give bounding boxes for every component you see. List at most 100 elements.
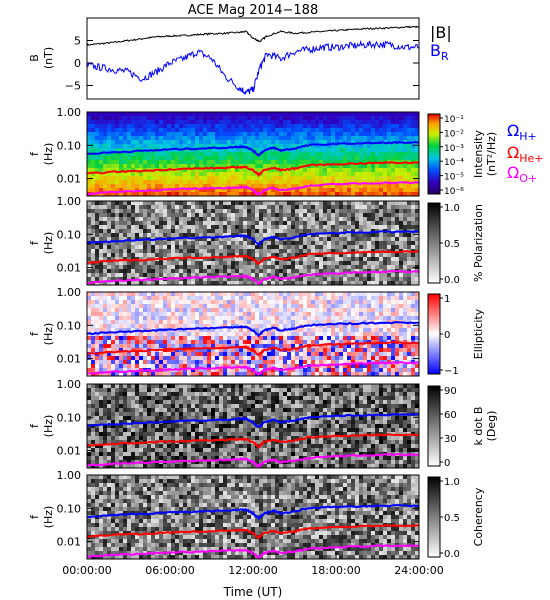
texture-cell <box>215 184 220 189</box>
texture-cell <box>363 116 368 121</box>
texture-cell <box>127 340 132 345</box>
texture-cell <box>167 213 172 218</box>
texture-cell <box>295 156 300 161</box>
texture-cell <box>231 152 236 157</box>
texture-cell <box>175 304 180 309</box>
texture-cell <box>159 316 164 321</box>
texture-cell <box>271 136 276 141</box>
texture-cell <box>215 164 220 169</box>
texture-cell <box>183 265 188 270</box>
texture-cell <box>403 253 408 258</box>
texture-cell <box>291 188 296 193</box>
texture-cell <box>231 112 236 117</box>
texture-cell <box>255 136 260 141</box>
texture-cell <box>103 152 108 157</box>
texture-cell <box>183 308 188 313</box>
texture-cell <box>287 176 292 181</box>
texture-cell <box>251 120 256 125</box>
texture-cell <box>271 132 276 137</box>
texture-cell <box>243 180 248 185</box>
texture-cell <box>227 277 232 282</box>
texture-cell <box>347 304 352 309</box>
texture-cell <box>343 308 348 313</box>
texture-cell <box>99 356 104 361</box>
texture-cell <box>303 308 308 313</box>
texture-cell <box>91 209 96 214</box>
texture-cell <box>391 241 396 246</box>
texture-cell <box>175 336 180 341</box>
texture-cell <box>227 261 232 266</box>
texture-cell <box>215 368 220 373</box>
texture-cell <box>267 360 272 365</box>
texture-cell <box>295 304 300 309</box>
texture-cell <box>127 320 132 325</box>
texture-cell <box>299 188 304 193</box>
texture-cell <box>127 253 132 258</box>
texture-cell <box>383 253 388 258</box>
texture-cell <box>251 273 256 278</box>
texture-cell <box>239 241 244 246</box>
texture-cell <box>383 265 388 270</box>
texture-cell <box>199 308 204 313</box>
texture-cell <box>351 201 356 206</box>
texture-cell <box>123 209 128 214</box>
texture-cell <box>219 176 224 181</box>
texture-cell <box>275 356 280 361</box>
texture-cell <box>383 148 388 153</box>
texture-cell <box>151 205 156 210</box>
texture-cell <box>255 249 260 254</box>
texture-cell <box>187 205 192 210</box>
texture-cell <box>151 300 156 305</box>
texture-cell <box>87 205 92 210</box>
texture-cell <box>283 265 288 270</box>
texture-cell <box>91 217 96 222</box>
texture-cell <box>191 188 196 193</box>
texture-cell <box>87 225 92 230</box>
texture-cell <box>251 160 256 165</box>
texture-cell <box>279 128 284 133</box>
texture-cell <box>315 316 320 321</box>
texture-cell <box>327 152 332 157</box>
texture-cell <box>115 233 120 238</box>
texture-cell <box>99 332 104 337</box>
texture-cell <box>407 116 412 121</box>
texture-cell <box>195 328 200 333</box>
texture-cell <box>319 356 324 361</box>
texture-cell <box>219 316 224 321</box>
texture-cell <box>323 120 328 125</box>
texture-cell <box>363 261 368 266</box>
texture-cell <box>103 356 108 361</box>
texture-cell <box>387 241 392 246</box>
texture-cell <box>179 340 184 345</box>
texture-cell <box>111 352 116 357</box>
texture-cell <box>119 225 124 230</box>
texture-cell <box>307 124 312 129</box>
texture-cell <box>195 164 200 169</box>
texture-cell <box>123 160 128 165</box>
texture-cell <box>111 296 116 301</box>
texture-cell <box>279 296 284 301</box>
texture-cell <box>311 112 316 117</box>
texture-cell <box>239 368 244 373</box>
texture-cell <box>219 277 224 282</box>
texture-cell <box>263 128 268 133</box>
texture-cell <box>179 348 184 353</box>
texture-cell <box>391 124 396 129</box>
texture-cell <box>359 237 364 242</box>
texture-cell <box>327 372 332 377</box>
texture-cell <box>311 116 316 121</box>
texture-cell <box>263 144 268 149</box>
texture-cell <box>211 217 216 222</box>
texture-cell <box>219 241 224 246</box>
texture-cell <box>87 184 92 189</box>
texture-cell <box>183 209 188 214</box>
texture-cell <box>415 132 420 137</box>
texture-cell <box>315 249 320 254</box>
texture-cell <box>287 265 292 270</box>
texture-cell <box>139 261 144 266</box>
texture-cell <box>407 152 412 157</box>
texture-cell <box>187 160 192 165</box>
texture-cell <box>335 205 340 210</box>
texture-cell <box>127 176 132 181</box>
texture-cell <box>191 328 196 333</box>
